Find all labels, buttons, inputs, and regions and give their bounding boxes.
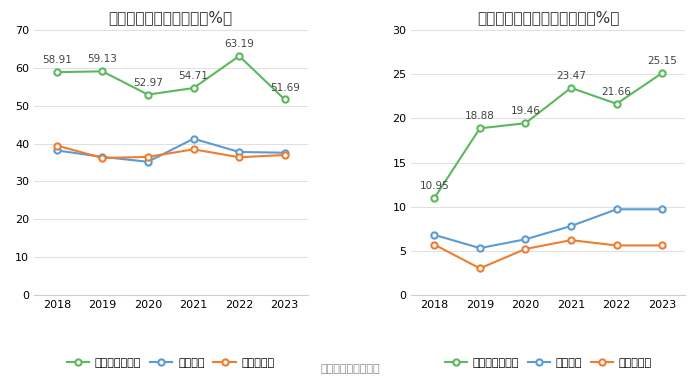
- 行业均值: [658, 207, 666, 212]
- 有息资产负债率: [430, 196, 438, 201]
- Title: 近年来有息资产负债率情况（%）: 近年来有息资产负债率情况（%）: [477, 10, 620, 25]
- 行业均值: [189, 136, 197, 141]
- 行业均值: [567, 224, 575, 228]
- Text: 21.66: 21.66: [602, 87, 631, 97]
- 行业均值: [612, 207, 621, 212]
- 行业中位数: [522, 247, 530, 251]
- 行业均值: [475, 246, 484, 250]
- 行业均值: [144, 160, 152, 164]
- Text: 54.71: 54.71: [178, 71, 209, 81]
- 行业中位数: [658, 243, 666, 248]
- 行业均值: [430, 232, 438, 237]
- Line: 行业均值: 行业均值: [54, 136, 288, 165]
- Text: 18.88: 18.88: [465, 112, 495, 121]
- Line: 公司资产负债率: 公司资产负债率: [54, 53, 288, 102]
- 行业中位数: [235, 155, 244, 160]
- Legend: 有息资产负债率, 行业均值, 行业中位数: 有息资产负债率, 行业均值, 行业中位数: [440, 353, 656, 372]
- 公司资产负债率: [98, 69, 106, 74]
- 公司资产负债率: [189, 86, 197, 90]
- 有息资产负债率: [567, 85, 575, 90]
- 行业均值: [281, 150, 289, 155]
- 行业中位数: [475, 266, 484, 271]
- 行业均值: [98, 155, 106, 159]
- 公司资产负债率: [235, 54, 244, 58]
- Text: 59.13: 59.13: [88, 54, 118, 64]
- Line: 行业均值: 行业均值: [431, 206, 665, 251]
- Text: 数据来源：恒生聚源: 数据来源：恒生聚源: [320, 364, 380, 374]
- Text: 58.91: 58.91: [42, 55, 71, 65]
- 有息资产负债率: [522, 121, 530, 125]
- 行业均值: [235, 150, 244, 154]
- 公司资产负债率: [52, 70, 61, 74]
- 公司资产负债率: [144, 92, 152, 97]
- 行业均值: [522, 237, 530, 242]
- 公司资产负债率: [281, 97, 289, 102]
- 有息资产负债率: [658, 71, 666, 75]
- Text: 63.19: 63.19: [224, 39, 254, 49]
- Title: 近年来资产负债率情况（%）: 近年来资产负债率情况（%）: [108, 10, 233, 25]
- 有息资产负债率: [612, 102, 621, 106]
- 行业中位数: [144, 155, 152, 159]
- Line: 行业中位数: 行业中位数: [431, 237, 665, 271]
- Legend: 公司资产负债率, 行业均值, 行业中位数: 公司资产负债率, 行业均值, 行业中位数: [63, 353, 279, 372]
- Text: 23.47: 23.47: [556, 71, 586, 81]
- Text: 51.69: 51.69: [270, 82, 300, 93]
- Text: 52.97: 52.97: [133, 77, 163, 88]
- 行业中位数: [281, 153, 289, 157]
- 行业中位数: [98, 156, 106, 160]
- Text: 10.95: 10.95: [419, 181, 449, 191]
- 行业中位数: [430, 242, 438, 247]
- 行业中位数: [612, 243, 621, 248]
- 行业中位数: [567, 238, 575, 242]
- 行业均值: [52, 148, 61, 153]
- 有息资产负债率: [475, 126, 484, 130]
- Line: 行业中位数: 行业中位数: [54, 143, 288, 161]
- 行业中位数: [189, 147, 197, 152]
- Text: 25.15: 25.15: [648, 56, 677, 66]
- 行业中位数: [52, 143, 61, 148]
- Line: 有息资产负债率: 有息资产负债率: [431, 70, 665, 201]
- Text: 19.46: 19.46: [510, 106, 540, 116]
